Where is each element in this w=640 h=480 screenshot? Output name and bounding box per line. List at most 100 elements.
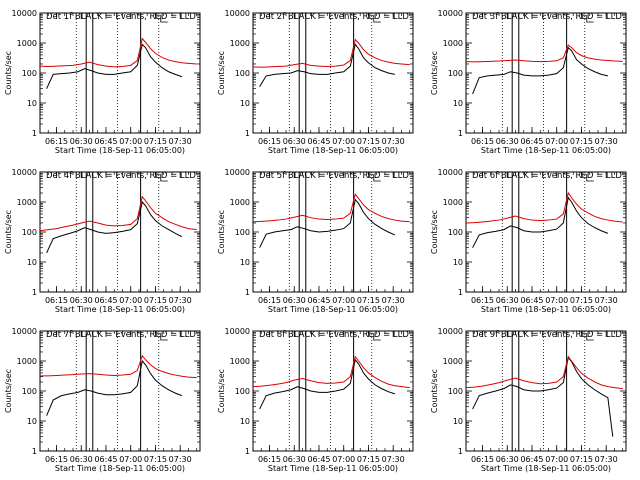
lld-series-line [40, 354, 197, 379]
corner-marker [160, 15, 168, 23]
detector-panel: Det 3f BLACK = Events, RED = LLD 1 10 100 10… [430, 9, 627, 155]
detector-panel: Det 8f BLACK = Events, RED = LLD 1 10 100 10… [217, 327, 414, 473]
x-tick-label: 07:15 [570, 137, 593, 146]
y-tick-label: 10000 [225, 168, 250, 177]
y-tick-label: 10 [453, 258, 463, 267]
x-tick-label: 07:00 [332, 455, 355, 464]
panel-title: Det 1f BLACK = Events, RED = LLD [46, 12, 196, 22]
panel-title: Det 2f BLACK = Events, RED = LLD [259, 12, 409, 22]
x-tick-label: 07:15 [144, 137, 167, 146]
y-tick-label: 100 [235, 228, 250, 237]
x-tick-label: 06:45 [307, 137, 330, 146]
events-series-line [259, 358, 396, 410]
y-tick-label: 10000 [438, 168, 463, 177]
plot-frame [465, 12, 627, 134]
events-series-line [46, 359, 183, 416]
y-tick-label: 1 [458, 129, 463, 138]
y-tick-label: 10 [27, 258, 37, 267]
events-series-line [259, 43, 395, 87]
y-tick-label: 10000 [225, 9, 250, 18]
x-tick-label: 07:15 [144, 296, 167, 305]
y-tick-label: 1000 [230, 198, 250, 207]
detector-panel: Det 5f BLACK = Events, RED = LLD 1 10 100 10… [217, 168, 414, 314]
x-tick-label: 07:00 [545, 137, 568, 146]
corner-marker [160, 333, 168, 341]
y-tick-label: 100 [448, 69, 463, 78]
x-tick-label: 06:30 [283, 137, 306, 146]
x-tick-label: 07:00 [545, 296, 568, 305]
y-tick-label: 1000 [230, 357, 250, 366]
y-tick-label: 1000 [17, 357, 37, 366]
x-tick-label: 07:15 [357, 296, 380, 305]
panel-title: Det 5f BLACK = Events, RED = LLD [259, 171, 409, 181]
x-tick-label: 07:00 [545, 455, 568, 464]
x-tick-label: 07:00 [332, 296, 355, 305]
y-axis-label: Counts/sec [4, 210, 13, 254]
detector-panel: Det 4f BLACK = Events, RED = LLD 1 10 100 10… [4, 168, 201, 314]
x-tick-label: 07:00 [119, 296, 142, 305]
y-axis-label: Counts/sec [217, 51, 226, 95]
y-tick-label: 1 [245, 129, 250, 138]
events-series-line [46, 43, 183, 89]
detector-panel: Det 2f BLACK = Events, RED = LLD 1 10 100 10… [217, 9, 414, 155]
x-axis-label: Start Time (18-Sep-11 06:05:00) [268, 146, 398, 155]
x-tick-label: 07:15 [570, 455, 593, 464]
corner-marker [373, 333, 381, 341]
y-axis-label: Counts/sec [430, 51, 439, 95]
x-tick-label: 07:00 [119, 137, 142, 146]
panel-title: Det 7f BLACK = Events, RED = LLD [46, 330, 196, 340]
x-tick-label: 07:30 [382, 137, 405, 146]
x-tick-label: 06:15 [258, 296, 281, 305]
x-axis-label: Start Time (18-Sep-11 06:05:00) [55, 464, 185, 473]
lld-series-line [40, 37, 197, 68]
lld-series-line [466, 44, 623, 63]
y-tick-label: 10 [453, 417, 463, 426]
x-axis-label: Start Time (18-Sep-11 06:05:00) [268, 305, 398, 314]
y-axis-label: Counts/sec [4, 51, 13, 95]
x-tick-label: 06:45 [520, 296, 543, 305]
x-tick-label: 06:15 [471, 137, 494, 146]
corner-marker [586, 333, 594, 341]
y-tick-label: 100 [22, 387, 37, 396]
y-tick-label: 1000 [443, 198, 463, 207]
x-tick-label: 07:30 [382, 296, 405, 305]
y-tick-label: 1 [245, 447, 250, 456]
lld-series-line [466, 355, 623, 390]
x-tick-label: 06:45 [94, 137, 117, 146]
x-tick-label: 06:45 [94, 296, 117, 305]
y-tick-label: 1 [32, 447, 37, 456]
x-tick-label: 06:30 [70, 455, 93, 464]
panel-title: Det 3f BLACK = Events, RED = LLD [472, 12, 622, 22]
y-tick-label: 10000 [12, 168, 37, 177]
y-axis-label: Counts/sec [430, 210, 439, 254]
y-tick-label: 100 [22, 228, 37, 237]
y-tick-label: 1000 [17, 198, 37, 207]
x-axis-label: Start Time (18-Sep-11 06:05:00) [481, 146, 611, 155]
detector-panel: Det 1f BLACK = Events, RED = LLD 1 10 100 10… [4, 9, 201, 155]
panel-title: Det 9f BLACK = Events, RED = LLD [472, 330, 622, 340]
x-tick-label: 07:15 [357, 137, 380, 146]
lld-series-line [40, 195, 197, 232]
y-axis-label: Counts/sec [4, 369, 13, 413]
x-tick-label: 07:00 [332, 137, 355, 146]
detector-panel: Det 7f BLACK = Events, RED = LLD 1 10 100 10… [4, 327, 201, 473]
x-tick-label: 06:15 [471, 296, 494, 305]
y-tick-label: 1000 [443, 357, 463, 366]
panel-title: Det 6f BLACK = Events, RED = LLD [472, 171, 622, 181]
x-axis-label: Start Time (18-Sep-11 06:05:00) [55, 146, 185, 155]
plot-frame [39, 330, 201, 452]
corner-marker [160, 174, 168, 182]
panel-title: Det 8f BLACK = Events, RED = LLD [259, 330, 409, 340]
x-tick-label: 06:30 [496, 296, 519, 305]
y-tick-label: 10000 [225, 327, 250, 336]
x-tick-label: 07:30 [169, 455, 192, 464]
x-tick-label: 06:45 [94, 455, 117, 464]
detector-panel: Det 6f BLACK = Events, RED = LLD 1 10 100 10… [430, 168, 627, 314]
y-tick-label: 1 [245, 288, 250, 297]
y-tick-label: 100 [448, 387, 463, 396]
x-tick-label: 06:30 [70, 137, 93, 146]
y-tick-label: 10 [27, 417, 37, 426]
x-tick-label: 07:15 [144, 455, 167, 464]
y-tick-label: 100 [448, 228, 463, 237]
events-series-line [472, 196, 609, 248]
